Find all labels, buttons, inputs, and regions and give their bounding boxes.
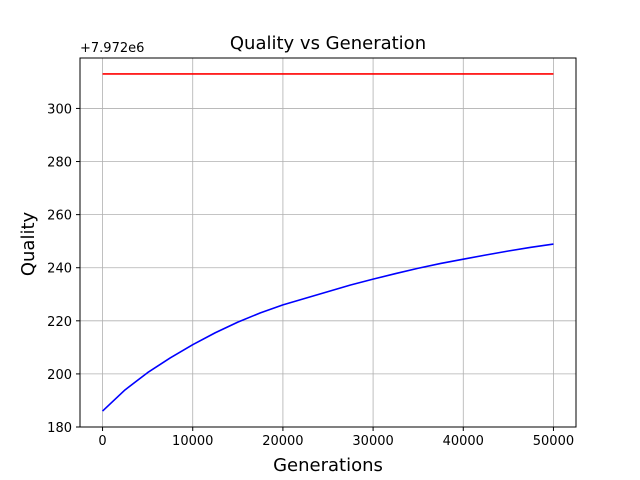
y-tick-label: 200 — [47, 368, 72, 383]
series-group — [102, 73, 554, 412]
y-tick-label: 260 — [47, 209, 72, 224]
y-tick-label: 300 — [47, 102, 72, 117]
x-axis-label: Generations — [273, 455, 383, 476]
y-tick-label: 240 — [47, 262, 72, 277]
y-axis-label: Quality — [18, 211, 39, 276]
y-tick-label: 280 — [47, 156, 72, 171]
x-tick-label: 0 — [98, 434, 106, 449]
x-tick-label: 40000 — [443, 434, 484, 449]
series-line-1 — [102, 243, 554, 412]
ticks: 0 10000 20000 30000 40000 50000 180 200 220 240 26… — [47, 102, 574, 449]
x-tick-label: 20000 — [262, 434, 303, 449]
x-tick-label: 50000 — [533, 434, 574, 449]
y-tick-label: 220 — [47, 315, 72, 330]
y-tick-label: 180 — [47, 421, 72, 436]
grid — [80, 58, 576, 428]
x-tick-label: 10000 — [172, 434, 213, 449]
plot-frame — [79, 57, 577, 428]
y-offset-label: +7.972e6 — [80, 41, 144, 56]
chart-title: Quality vs Generation — [230, 33, 426, 54]
x-tick-label: 30000 — [352, 434, 393, 449]
